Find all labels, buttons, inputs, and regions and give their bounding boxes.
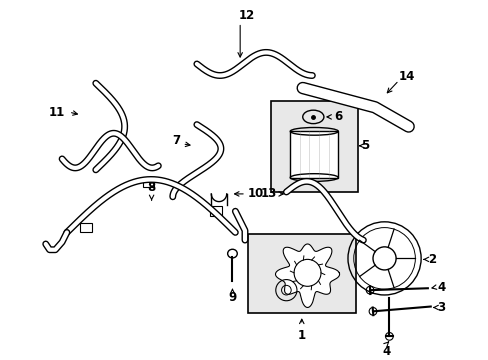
Text: 2: 2 xyxy=(427,253,435,266)
Text: 10: 10 xyxy=(247,188,264,201)
Text: 5: 5 xyxy=(361,139,369,152)
Text: 4: 4 xyxy=(382,345,390,358)
Text: 12: 12 xyxy=(238,9,255,22)
FancyBboxPatch shape xyxy=(80,223,92,233)
Text: 8: 8 xyxy=(147,181,155,194)
Text: 1: 1 xyxy=(297,329,305,342)
Text: 9: 9 xyxy=(228,291,236,304)
FancyBboxPatch shape xyxy=(290,131,338,177)
Text: 4: 4 xyxy=(437,281,445,294)
Text: 13: 13 xyxy=(260,188,276,201)
FancyBboxPatch shape xyxy=(210,206,222,216)
Text: 7: 7 xyxy=(172,135,180,148)
Text: 6: 6 xyxy=(334,111,342,123)
Text: 11: 11 xyxy=(49,105,65,118)
Polygon shape xyxy=(275,244,339,307)
FancyBboxPatch shape xyxy=(270,100,357,192)
Text: 14: 14 xyxy=(398,70,414,83)
Text: 3: 3 xyxy=(437,301,445,314)
FancyBboxPatch shape xyxy=(247,234,355,313)
FancyBboxPatch shape xyxy=(142,177,154,187)
